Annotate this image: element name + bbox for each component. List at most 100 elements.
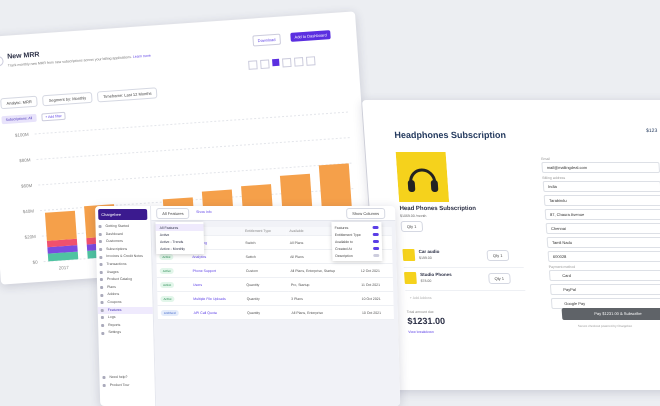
tool-icon[interactable] [248,60,258,70]
column-toggle[interactable]: Available to [335,238,379,245]
download-button[interactable]: Download [252,33,281,47]
footer-item[interactable]: Product Tour [100,382,155,390]
cell-text: Pro, Startup [290,282,310,287]
table-row[interactable]: Active Phone Support Custom All Plans, Ente… [156,263,393,278]
bar-segment [47,251,79,262]
toggle[interactable] [372,232,379,237]
cell-text: All Plans [289,254,304,259]
menu-item[interactable]: Addons [97,291,152,299]
menu-item[interactable]: Product Catalog [97,276,152,284]
view-option[interactable]: Active - Monthly [160,246,186,251]
pay-button[interactable]: Pay $1231.00 & Subscribe [561,308,660,320]
cell: Custom [242,263,288,278]
field[interactable]: mail@mailingdeal.com [541,162,660,173]
menu-item[interactable]: Transactions [96,261,151,269]
column-name: Created At [335,246,352,251]
show-info[interactable]: Show Info [196,210,212,214]
cell: 11 Oct 2021 [358,277,394,292]
status: Active [160,295,175,302]
view-select[interactable]: All Features [156,208,190,219]
field[interactable]: 87, Chaura Avenue [544,209,660,220]
toggle[interactable] [372,225,379,230]
menu-item[interactable]: Features [97,306,153,315]
add-addons[interactable]: + Add Addons [409,296,432,300]
menu-item[interactable]: Reports [98,322,153,330]
addon-qty[interactable]: Qty 1 [488,273,511,284]
main: All Features Show Info Show Columns Name… [151,206,401,406]
header-cell: Entitlement Type [241,227,287,236]
payment-option[interactable]: PayPal [549,284,660,295]
tool-icon[interactable] [272,58,280,67]
show-columns[interactable]: Show Columns [346,208,386,219]
filter[interactable]: Timeframe: Last 12 Months [96,87,158,103]
app-window: Chargebee Getting Started Dashboard Custom… [95,206,401,406]
tool-icon[interactable] [282,57,292,68]
payment-option[interactable]: Card [548,270,660,281]
learn-more[interactable]: Learn more [132,53,151,59]
table-row[interactable]: Active Users Quantity Pro, Startup 11 Oct 20… [156,277,394,292]
menu-item[interactable]: Dashboard [96,231,151,239]
cell-text: Quantity [247,310,261,315]
cell: Switch [242,235,287,250]
menu-item[interactable]: Coupons [97,299,152,307]
toggle[interactable] [373,253,380,258]
cell-text: 12 Oct 2021 [360,268,380,273]
addons: Car audio $199.00 Qty 1 Studio Phones $78.00… [402,245,526,291]
tool-icon[interactable] [305,56,316,66]
column-toggle[interactable]: Entitlement Type [335,231,379,238]
view-breakdown[interactable]: View breakdown [408,330,434,334]
cell-text: Analytics [192,254,207,259]
menu-item[interactable]: Settings [98,329,153,337]
toggle[interactable] [373,246,380,251]
column-toggle[interactable]: Features [334,224,379,231]
menu-item[interactable]: Invoices & Credit Notes [96,253,151,261]
field[interactable]: Tarabindu [543,195,660,206]
footer-item[interactable]: Need help? [99,374,154,382]
back-button[interactable]: ‹ [0,55,4,67]
field[interactable]: Chennai [545,223,660,234]
table-row[interactable]: Active Multiple File Uploads Quantity 3 Pla… [157,291,394,306]
price-header: $123 [645,128,658,134]
cell: Switch [242,249,288,264]
menu-item[interactable]: Plans [97,284,152,292]
grid-line [36,136,352,161]
menu-item[interactable]: Customers [96,238,151,246]
form: Email mail@mailingdeal.com Billing address… [541,155,660,312]
y-tick-label: $40M [23,208,35,214]
addon-name: Studio Phones [420,272,452,277]
addon-thumb [404,272,417,284]
addon-qty[interactable]: Qty 1 [486,250,509,261]
column-toggle[interactable]: Created At [335,245,380,252]
qty-select[interactable]: Qty 1 [400,221,423,232]
cell: 12 Oct 2021 [357,263,393,278]
status: Active [159,253,174,260]
column-name: Features [334,225,349,230]
menu: Getting Started Dashboard Customers Subscri… [95,223,153,337]
view-option[interactable]: Active - Trends [159,239,184,244]
add-dashboard-button[interactable]: Add to Dashboard [290,30,332,42]
menu-item[interactable]: Subscriptions [96,246,151,254]
product-name: Head Phones Subscription [399,206,477,212]
cell: Phone Support [189,263,244,278]
field[interactable]: India [542,181,660,192]
column-toggle[interactable]: Description [335,252,380,259]
menu-item[interactable]: Logs [98,314,153,322]
total: $1231.00 [407,316,446,326]
view-option[interactable]: Active [159,232,170,237]
tool-icon[interactable] [293,57,304,67]
menu-item[interactable]: Usages [97,269,152,277]
y-tick-label: $80M [19,157,31,163]
cell: API Call Quota [190,305,245,320]
field[interactable]: Tamil Nadu [546,237,660,248]
toggle[interactable] [372,239,379,244]
tool-icon[interactable] [260,59,270,70]
cell-text: Users [192,282,203,287]
checkout-card: Headphones Subscription $123 Head Phones… [362,100,660,390]
checkout-title: Headphones Subscription [394,130,507,140]
table-row[interactable]: Archived API Call Quota Quantity All Plans,… [157,305,394,320]
field[interactable]: 600028 [547,251,660,262]
view-option[interactable]: All Features [155,224,204,231]
cell: Quantity [243,277,288,292]
cell: 3 Plans [287,291,359,306]
menu-item[interactable]: Getting Started [95,223,150,231]
